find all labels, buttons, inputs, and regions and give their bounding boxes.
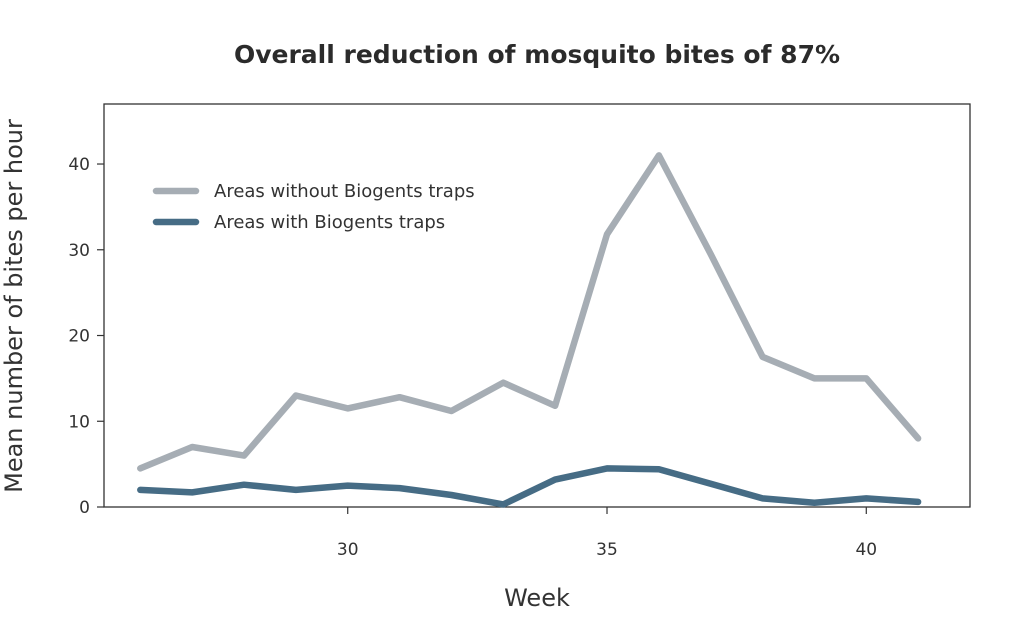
series-line-1	[137, 152, 922, 472]
x-tick-label: 35	[596, 540, 618, 560]
series-layer	[137, 152, 922, 508]
y-tick-label: 30	[68, 241, 90, 261]
legend: Areas without Biogents traps Areas with B…	[152, 181, 475, 233]
y-tick-label: 0	[79, 498, 90, 518]
series-line-2	[137, 465, 922, 508]
x-axis-label: Week	[504, 584, 570, 612]
plot-frame	[103, 103, 971, 508]
chart-title: Overall reduction of mosquito bites of 8…	[234, 40, 840, 69]
legend-label-1: Areas without Biogents traps	[214, 181, 475, 202]
x-axis: 30 35 40	[337, 507, 877, 560]
y-axis-label: Mean number of bites per hour	[0, 119, 28, 493]
y-axis: 0 10 20 30 40	[68, 155, 104, 518]
x-tick-label: 30	[337, 540, 359, 560]
x-tick-label: 40	[855, 540, 877, 560]
legend-label-2: Areas with Biogents traps	[214, 212, 445, 233]
y-tick-label: 20	[68, 327, 90, 347]
y-tick-label: 40	[68, 155, 90, 175]
y-tick-label: 10	[68, 412, 90, 432]
